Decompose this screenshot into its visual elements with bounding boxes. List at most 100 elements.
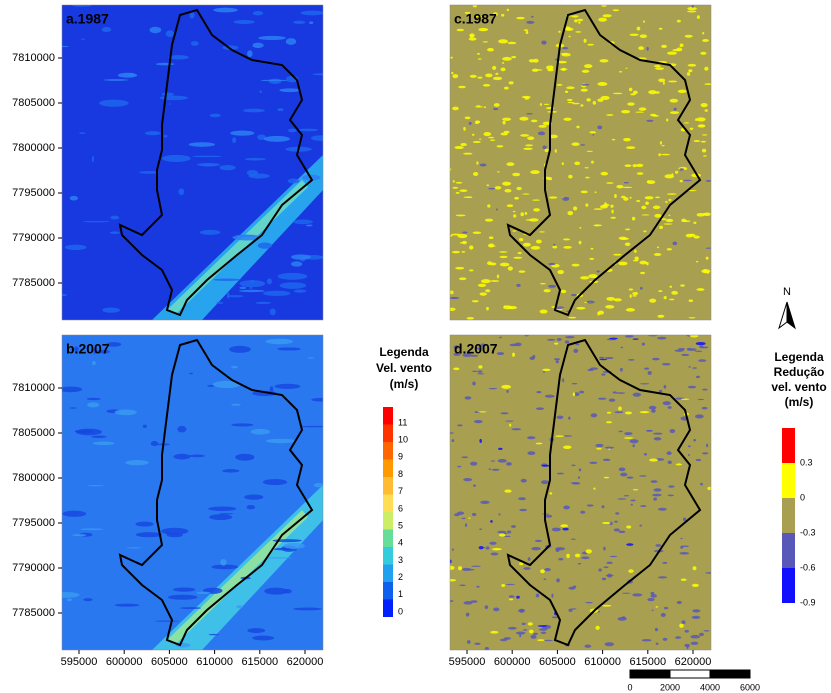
raster-speckle [599,59,608,62]
y-tick-label: 7795000 [12,517,55,529]
raster-speckle [667,193,677,195]
raster-speckle [461,456,468,458]
raster-speckle [670,429,676,433]
raster-speckle [220,559,226,566]
raster-speckle [547,339,555,341]
raster-speckle [502,118,511,121]
raster-speckle [664,607,668,609]
raster-speckle [568,417,570,420]
raster-speckle [266,439,296,443]
raster-speckle [99,100,129,107]
raster-speckle [668,406,672,409]
raster-speckle [574,19,578,22]
raster-speckle [543,371,546,372]
raster-speckle [572,264,580,267]
raster-speckle [655,606,658,608]
panels: a.19877810000780500078000007795000779000… [12,4,713,668]
raster-speckle [196,592,210,594]
raster-speckle [653,488,661,491]
raster-speckle [293,220,313,225]
raster-speckle [499,251,507,253]
raster-speckle [477,77,482,79]
raster-speckle [456,215,466,217]
raster-speckle [580,276,589,279]
raster-speckle [458,566,462,570]
raster-speckle [668,485,674,487]
raster-speckle [658,290,662,292]
legend-swatch [383,582,393,600]
raster-speckle [696,288,704,291]
raster-speckle [542,145,546,149]
raster-speckle [668,494,674,496]
raster-speckle [69,407,76,408]
raster-speckle [476,161,478,165]
raster-speckle [236,605,243,608]
raster-speckle [490,520,493,523]
raster-speckle [459,585,466,587]
raster-speckle [219,513,233,514]
raster-speckle [486,307,489,311]
raster-speckle [500,412,508,414]
legend-swatch [383,530,393,548]
raster-speckle [690,128,694,130]
raster-speckle [681,219,686,222]
raster-speckle [260,80,287,82]
legend-swatch [782,428,795,463]
raster-speckle [150,27,162,33]
raster-speckle [291,254,311,259]
raster-speckle [556,415,563,419]
raster-speckle [687,348,692,351]
raster-speckle [457,29,464,31]
raster-speckle [522,193,529,194]
raster-speckle [623,138,631,141]
raster-speckle [599,359,607,360]
raster-speckle [536,594,539,598]
raster-speckle [256,302,271,304]
raster-speckle [75,430,94,434]
raster-speckle [557,473,564,475]
raster-speckle [704,212,711,215]
raster-speckle [169,103,171,104]
raster-speckle [314,483,324,487]
raster-speckle [684,122,689,123]
raster-speckle [470,75,477,78]
raster-speckle [565,340,569,343]
raster-speckle [540,103,542,106]
raster-speckle [476,586,479,588]
raster-speckle [56,46,69,47]
raster-speckle [604,477,609,479]
legend-label: 7 [398,486,403,496]
raster-speckle [630,499,635,501]
raster-speckle [161,528,188,535]
raster-speckle [244,494,263,499]
raster-speckle [554,358,560,360]
raster-speckle [578,476,580,479]
raster-speckle [245,158,266,161]
raster-base [450,335,711,650]
raster-speckle [694,140,701,142]
raster-speckle [625,411,632,414]
raster-speckle [483,132,491,136]
raster-speckle [531,547,541,550]
raster-speckle [567,102,574,103]
y-tick-label: 7800000 [12,142,55,154]
raster-speckle [486,546,490,549]
raster-speckle [668,461,672,464]
raster-speckle [704,83,713,85]
raster-speckle [252,43,263,48]
raster-speckle [239,280,265,287]
raster-speckle [585,203,588,206]
raster-speckle [579,391,584,394]
raster-speckle [523,629,527,631]
raster-speckle [692,584,699,587]
raster-speckle [591,248,594,250]
raster-speckle [246,505,255,509]
raster-speckle [705,109,708,112]
raster-speckle [267,278,272,284]
raster-speckle [628,569,633,573]
legend-label: 5 [398,520,403,530]
raster-speckle [636,200,640,202]
raster-speckle [633,393,641,397]
raster-speckle [471,566,481,567]
raster-speckle [602,522,611,524]
